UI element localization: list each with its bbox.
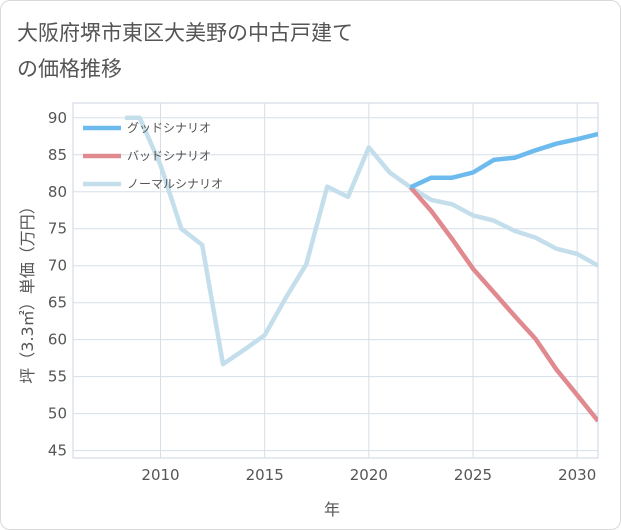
- legend-label: グッドシナリオ: [127, 121, 211, 135]
- series-line-1: [408, 185, 598, 423]
- y-tick-label: 50: [48, 405, 67, 423]
- x-tick-label: 2020: [350, 466, 388, 484]
- y-tick-label: 60: [48, 331, 67, 349]
- series-line-0: [409, 131, 598, 190]
- legend-label: バッドシナリオ: [127, 149, 211, 163]
- chart-title: 大阪府堺市東区大美野の中古戸建ての価格推移: [17, 21, 353, 81]
- plot-area-border: [72, 102, 599, 459]
- y-axis-label: 坪（3.3㎡）単価（万円）: [18, 198, 37, 383]
- y-tick-label: 90: [48, 109, 67, 127]
- x-axis-label: 年: [324, 500, 340, 519]
- y-axis-ticks: 45 50 55 60 65 70 75 80 85 90: [48, 109, 67, 460]
- series-lines: [125, 115, 598, 423]
- y-tick-label: 75: [48, 220, 67, 238]
- x-tick-label: 2010: [141, 466, 179, 484]
- y-tick-label: 85: [48, 146, 67, 164]
- x-tick-label: 2025: [454, 466, 492, 484]
- x-tick-label: 2030: [558, 466, 596, 484]
- y-tick-label: 80: [48, 183, 67, 201]
- y-tick-label: 70: [48, 257, 67, 275]
- y-tick-label: 55: [48, 368, 67, 386]
- y-tick-label: 45: [48, 442, 67, 460]
- series-line-2: [125, 115, 598, 367]
- x-axis-ticks: 2010 2015 2020 2025 2030: [141, 466, 596, 484]
- x-tick-label: 2015: [246, 466, 284, 484]
- legend-label: ノーマルシナリオ: [127, 177, 223, 191]
- y-tick-label: 65: [48, 294, 67, 312]
